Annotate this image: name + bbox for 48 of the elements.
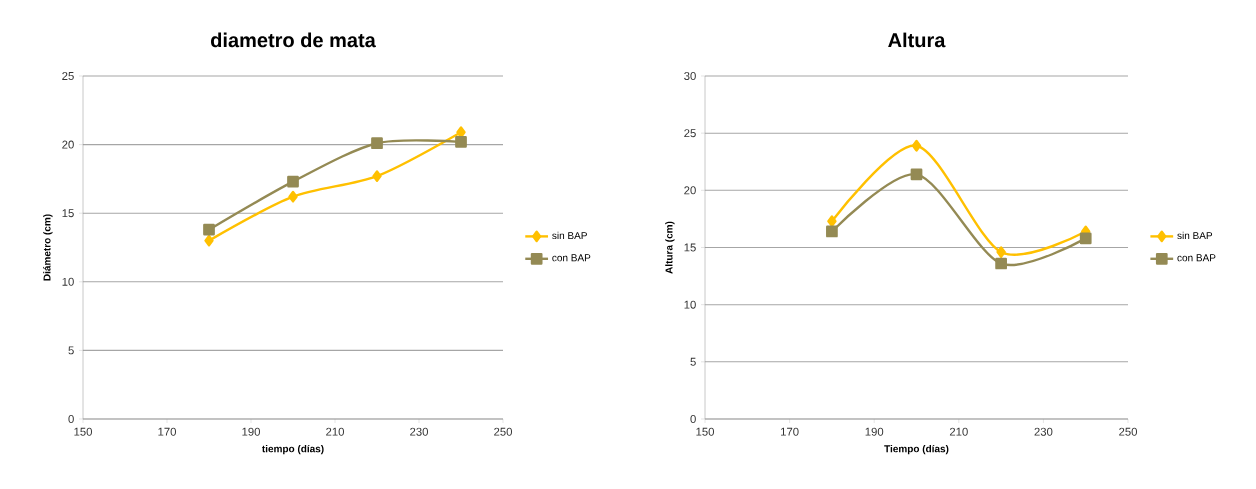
y-axis-title: Diámetro (cm)	[43, 214, 53, 281]
y-tick-label: 15	[62, 209, 74, 218]
point	[288, 190, 298, 203]
point	[995, 257, 1007, 270]
point	[911, 139, 922, 152]
y-tick-label: 30	[684, 71, 696, 80]
y-tick-label: 20	[684, 186, 696, 195]
y-axis-title: Altura (cm)	[665, 221, 675, 274]
point	[455, 135, 467, 148]
point	[826, 225, 838, 238]
y-tick-label: 20	[62, 140, 74, 149]
point	[910, 168, 923, 181]
point	[287, 175, 299, 188]
point	[372, 170, 382, 183]
y-tick-label: 25	[684, 129, 696, 138]
x-tick-label: 170	[781, 427, 799, 436]
point	[203, 223, 215, 236]
point	[371, 137, 383, 150]
y-tick-label: 0	[68, 415, 74, 423]
x-tick-label: 250	[1119, 427, 1138, 436]
y-tick-label: 5	[68, 346, 74, 355]
x-tick-label: 210	[326, 427, 345, 436]
point	[996, 246, 1006, 258]
legend-label: sin BAP	[1177, 231, 1213, 240]
y-tick-label: 15	[684, 243, 696, 252]
x-tick-label: 150	[74, 427, 92, 436]
x-tick-label: 250	[494, 427, 513, 436]
x-axis-title: tiempo (días)	[262, 444, 324, 455]
legend-label: con BAP	[552, 254, 591, 262]
point	[1079, 232, 1092, 245]
x-tick-label: 150	[696, 427, 715, 436]
y-tick-label: 10	[62, 277, 74, 286]
y-tick-label: 25	[62, 71, 74, 80]
x-tick-label: 190	[865, 427, 884, 436]
chart-title: Altura	[888, 32, 946, 48]
x-tick-label: 230	[410, 427, 429, 436]
point	[204, 234, 214, 247]
legend-label: sin BAP	[552, 231, 587, 240]
x-axis-title: Tiempo (días)	[884, 444, 949, 455]
legend-label: con BAP	[1177, 254, 1216, 262]
x-tick-label: 190	[242, 427, 261, 436]
x-tick-label: 210	[949, 427, 968, 436]
x-tick-label: 170	[158, 427, 177, 436]
chart-title: diametro de mata	[211, 32, 376, 48]
y-tick-label: 5	[690, 357, 696, 366]
x-tick-label: 230	[1034, 427, 1053, 436]
y-tick-label: 0	[690, 415, 696, 423]
y-tick-label: 10	[684, 300, 696, 309]
